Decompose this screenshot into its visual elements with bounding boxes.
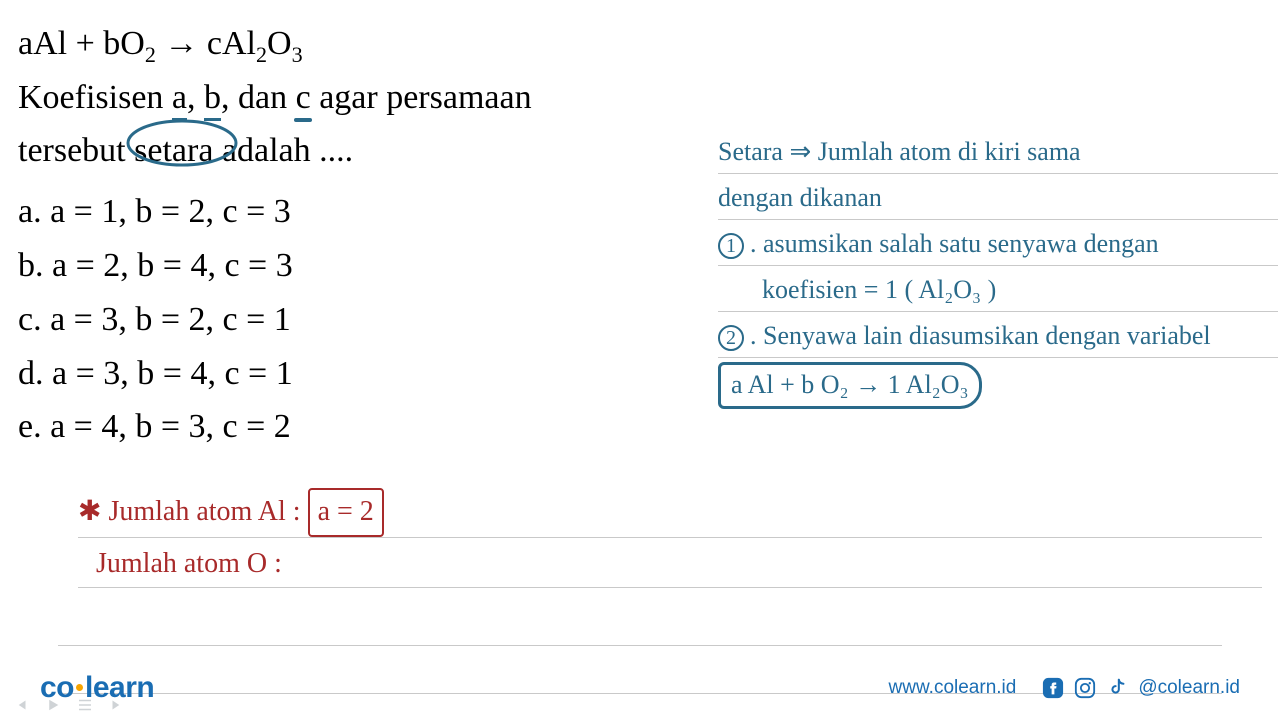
bullet-2-icon: 2 [718, 325, 744, 351]
question-line-2: Koefisisen a, b, dan c agar persamaan [18, 72, 678, 125]
red-notes: ✱ Jumlah atom Al : a = 2 Jumlah atom O : [18, 484, 1262, 588]
footer-bar: colearn www.colearn.id @colearn.id [0, 656, 1280, 720]
question-line-3: tersebut setara adalah .... [18, 125, 678, 178]
answer-options: a. a = 1, b = 2, c = 3 b. a = 2, b = 4, … [18, 185, 678, 454]
option-b[interactable]: b. a = 2, b = 4, c = 3 [18, 239, 678, 293]
page: aAl + bO2 → cAl2O3 Koefisisen a, b, dan … [0, 0, 1280, 720]
option-d[interactable]: d. a = 3, b = 4, c = 1 [18, 347, 678, 401]
note-line-4: koefisien = 1 ( Al₂O₃ ) [718, 266, 1278, 312]
red-line-2: Jumlah atom O : [78, 538, 1262, 588]
play-icon[interactable] [44, 696, 62, 714]
rule-line [58, 598, 1222, 646]
content-area: aAl + bO2 → cAl2O3 Koefisisen a, b, dan … [18, 18, 1262, 454]
q2-post: agar persamaan [311, 79, 532, 116]
coef-b: b [204, 79, 221, 121]
option-a[interactable]: a. a = 1, b = 2, c = 3 [18, 185, 678, 239]
note-line-3: 1. asumsikan salah satu senyawa dengan [718, 220, 1278, 266]
footer-handle[interactable]: @colearn.id [1138, 677, 1240, 699]
bullet-1-icon: 1 [718, 233, 744, 259]
next-track-icon[interactable] [108, 696, 126, 714]
question-column: aAl + bO2 → cAl2O3 Koefisisen a, b, dan … [18, 18, 678, 454]
note-line-1: Setara ⇒ Jumlah atom di kiri sama [718, 128, 1278, 174]
coef-c: c [296, 79, 311, 116]
note-3-text: . asumsikan salah satu senyawa dengan [750, 229, 1159, 258]
video-player-controls [12, 696, 126, 714]
coef-a: a [172, 79, 187, 121]
list-icon[interactable] [76, 696, 94, 714]
footer-right: www.colearn.id @colearn.id [889, 677, 1240, 699]
footer-url[interactable]: www.colearn.id [889, 677, 1017, 699]
circled-text: setara [134, 132, 213, 169]
q2-sep2: , dan [221, 79, 296, 116]
blue-notes-panel: Setara ⇒ Jumlah atom di kiri sama dengan… [718, 128, 1278, 411]
note-line-6: a Al + b O₂ → 1 Al₂O₃ [718, 358, 1278, 411]
social-icons: @colearn.id [1042, 677, 1240, 699]
red-box-a2: a = 2 [308, 488, 384, 537]
tiktok-icon[interactable] [1106, 677, 1128, 699]
red-line-1: ✱ Jumlah atom Al : a = 2 [78, 484, 1262, 538]
instagram-icon[interactable] [1074, 677, 1096, 699]
q3-post: adalah .... [213, 132, 353, 169]
option-c[interactable]: c. a = 3, b = 2, c = 1 [18, 293, 678, 347]
prev-track-icon[interactable] [12, 696, 30, 714]
red-1-pre: ✱ Jumlah atom Al : [78, 496, 308, 527]
facebook-icon[interactable] [1042, 677, 1064, 699]
equation-line: aAl + bO2 → cAl2O3 [18, 18, 678, 72]
boxed-equation: a Al + b O₂ → 1 Al₂O₃ [718, 362, 982, 409]
circled-setara: setara [134, 125, 213, 178]
q2-pre: Koefisisen [18, 79, 172, 116]
option-e[interactable]: e. a = 4, b = 3, c = 2 [18, 400, 678, 454]
q2-sep1: , [187, 79, 204, 116]
logo-dot-icon [76, 684, 83, 691]
note-line-5: 2. Senyawa lain diasumsikan dengan varia… [718, 312, 1278, 358]
q3-pre: tersebut [18, 132, 134, 169]
notes-column: Setara ⇒ Jumlah atom di kiri sama dengan… [718, 18, 1278, 454]
note-line-2: dengan dikanan [718, 174, 1278, 220]
note-5-text: . Senyawa lain diasumsikan dengan variab… [750, 321, 1211, 350]
